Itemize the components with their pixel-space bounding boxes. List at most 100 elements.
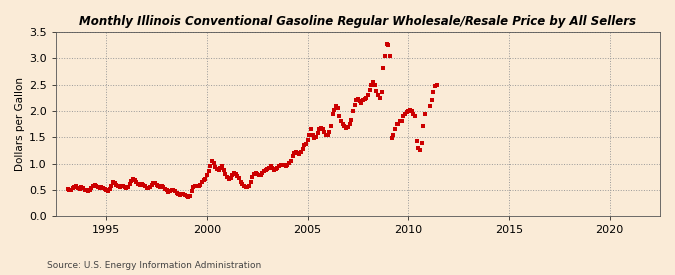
Point — [82, 189, 93, 194]
Point — [358, 98, 369, 103]
Point — [198, 178, 209, 183]
Point — [338, 122, 348, 126]
Point — [156, 184, 167, 188]
Point — [300, 141, 311, 146]
Point — [366, 82, 377, 87]
Point — [79, 188, 90, 192]
Point — [136, 182, 147, 186]
Y-axis label: Dollars per Gallon: Dollars per Gallon — [15, 77, 25, 171]
Point — [368, 80, 379, 84]
Point — [227, 173, 238, 177]
Point — [336, 119, 347, 124]
Point — [362, 93, 373, 97]
Point — [62, 187, 73, 191]
Point — [192, 184, 202, 188]
Point — [284, 160, 294, 165]
Point — [413, 145, 424, 150]
Point — [169, 189, 180, 193]
Point — [296, 150, 306, 154]
Point — [290, 150, 301, 154]
Point — [171, 190, 182, 195]
Point — [406, 109, 417, 113]
Point — [404, 108, 415, 112]
Point — [389, 127, 400, 131]
Point — [326, 123, 337, 128]
Point — [329, 108, 340, 112]
Point — [388, 133, 399, 137]
Point — [86, 186, 97, 190]
Point — [168, 188, 179, 192]
Point — [119, 185, 130, 189]
Point — [150, 181, 161, 185]
Point — [398, 114, 408, 118]
Text: Source: U.S. Energy Information Administration: Source: U.S. Energy Information Administ… — [47, 260, 261, 270]
Point — [116, 183, 127, 188]
Point — [151, 182, 162, 187]
Point — [68, 186, 78, 191]
Point — [244, 183, 254, 188]
Point — [289, 151, 300, 155]
Point — [313, 131, 323, 135]
Point — [101, 188, 111, 192]
Point — [95, 186, 105, 191]
Point — [271, 167, 281, 171]
Point — [272, 166, 283, 170]
Point — [334, 114, 345, 118]
Point — [299, 143, 310, 147]
Point — [134, 182, 145, 187]
Point — [217, 164, 227, 168]
Point — [321, 133, 331, 137]
Point — [257, 171, 268, 175]
Point — [279, 163, 290, 167]
Point — [425, 103, 435, 108]
Point — [307, 133, 318, 137]
Point — [310, 135, 321, 139]
Point — [205, 164, 216, 168]
Point — [91, 183, 102, 188]
Point — [103, 189, 113, 193]
Point — [210, 165, 221, 169]
Point — [185, 194, 196, 199]
Point — [255, 173, 266, 177]
Point — [190, 183, 200, 188]
Point — [281, 164, 292, 168]
Point — [64, 188, 75, 192]
Point — [392, 122, 402, 126]
Point — [427, 98, 437, 103]
Point — [287, 153, 298, 158]
Point — [225, 176, 236, 180]
Point — [245, 180, 256, 184]
Point — [166, 188, 177, 192]
Point — [105, 187, 115, 191]
Point — [221, 175, 232, 179]
Point — [262, 167, 273, 171]
Point — [208, 160, 219, 165]
Point — [165, 189, 176, 193]
Point — [153, 184, 163, 188]
Point — [428, 90, 439, 95]
Point — [383, 43, 394, 47]
Point — [146, 182, 157, 187]
Point — [314, 127, 325, 131]
Point — [248, 172, 259, 176]
Point — [130, 178, 140, 183]
Point — [359, 97, 370, 101]
Point — [394, 119, 405, 124]
Point — [117, 184, 128, 188]
Point — [376, 90, 387, 95]
Point — [97, 186, 108, 190]
Point — [349, 102, 360, 107]
Point — [107, 180, 118, 184]
Point — [273, 164, 284, 168]
Point — [141, 186, 152, 190]
Point — [396, 119, 407, 124]
Point — [138, 182, 148, 187]
Point — [348, 109, 358, 113]
Point — [375, 95, 385, 100]
Point — [144, 185, 155, 189]
Point — [242, 185, 252, 189]
Point — [400, 111, 410, 116]
Point — [381, 42, 392, 46]
Point — [351, 98, 362, 103]
Point — [411, 139, 422, 144]
